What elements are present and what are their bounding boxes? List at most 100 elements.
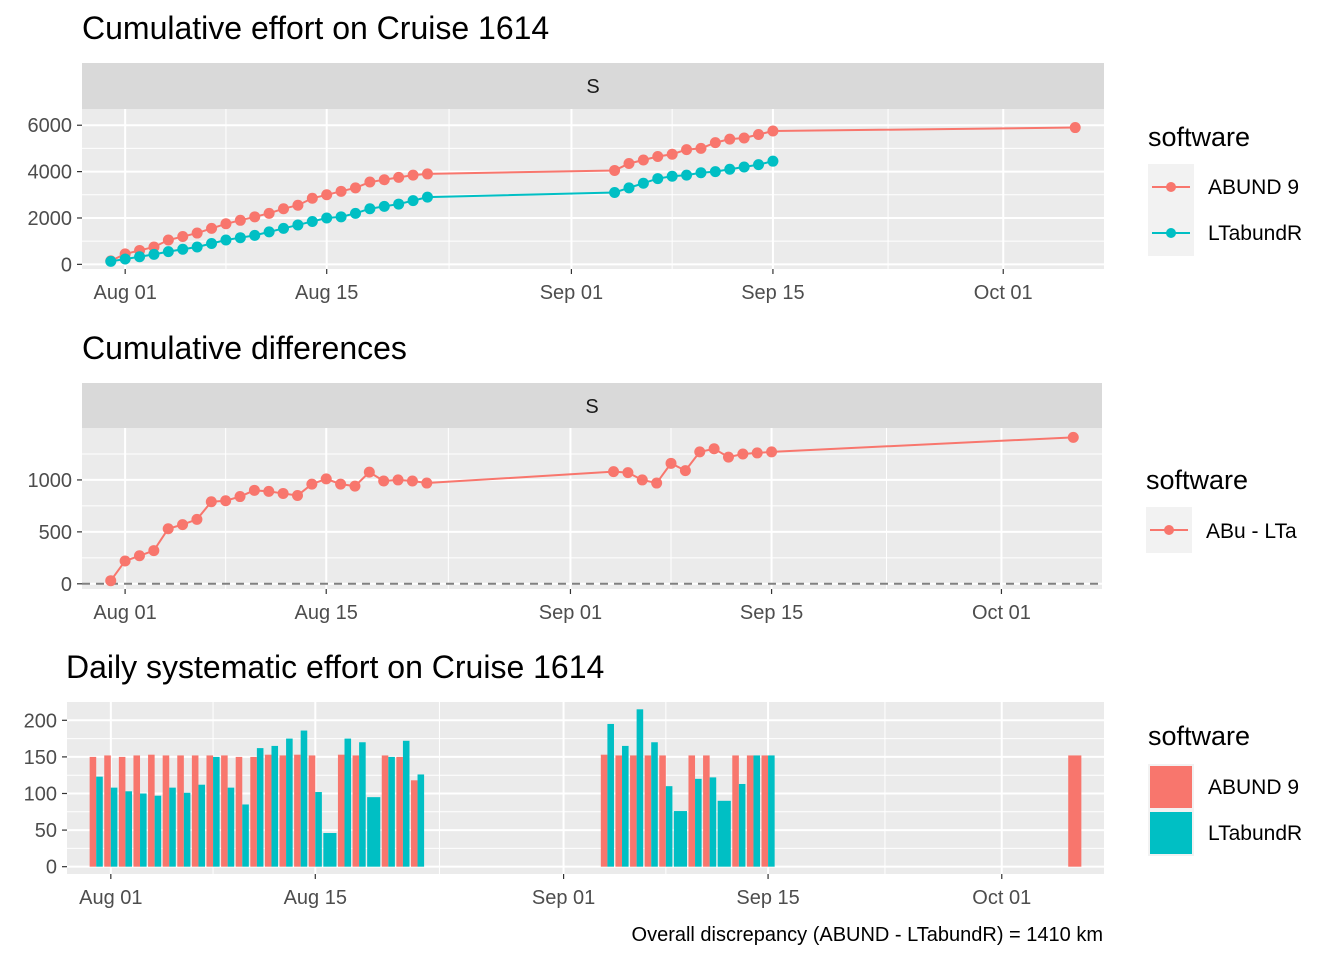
data-point (119, 253, 131, 265)
bar (162, 755, 170, 867)
bar (118, 756, 126, 867)
bar (703, 755, 710, 867)
bar (673, 811, 688, 867)
data-point (393, 171, 405, 183)
data-point (249, 229, 261, 241)
data-point (364, 176, 376, 188)
legend-label-diff: ABu - LTa (1206, 520, 1297, 543)
legend-panel-3: software ABUND 9 LTabundR (1148, 721, 1302, 856)
data-point (162, 246, 174, 258)
data-point (709, 166, 721, 178)
bar (768, 755, 775, 867)
data-point (724, 163, 736, 175)
data-point (177, 231, 189, 243)
data-point (321, 189, 333, 201)
legend-title: software (1148, 721, 1250, 751)
x-tick-label: Sep 01 (532, 887, 595, 909)
y-tick-label: 0 (46, 857, 57, 879)
data-point (738, 161, 750, 173)
bar (344, 738, 352, 867)
y-axis: 0 2000 4000 6000 (28, 115, 82, 276)
bar (264, 754, 272, 867)
x-axis: Aug 01 Aug 15 Sep 01 Sep 15 Oct 01 (93, 589, 1031, 624)
data-point (105, 575, 117, 587)
bar (630, 755, 637, 867)
bar (323, 833, 337, 867)
bar (206, 755, 214, 867)
bar (717, 800, 731, 867)
data-point (609, 186, 621, 198)
data-point (753, 129, 765, 141)
data-point (724, 133, 736, 145)
data-point (666, 148, 678, 160)
data-point (622, 467, 634, 479)
bar (235, 756, 243, 867)
y-axis: 0 50 100 150 200 (24, 710, 67, 879)
bar (279, 755, 287, 867)
legend-key-fill-abund (1150, 766, 1192, 808)
data-point (191, 241, 203, 253)
bar (738, 783, 746, 867)
legend-title: software (1148, 122, 1250, 152)
x-tick-label: Aug 01 (93, 282, 156, 304)
y-tick-label: 2000 (28, 208, 73, 230)
data-point (738, 132, 750, 144)
bar (104, 755, 111, 867)
data-point (177, 519, 189, 531)
plot-panel (82, 428, 1102, 589)
data-point (105, 255, 117, 267)
data-point (191, 227, 203, 239)
x-tick-label: Oct 01 (972, 602, 1031, 624)
data-point (378, 174, 390, 186)
bar (308, 755, 316, 867)
data-point (263, 485, 275, 497)
bar (198, 784, 206, 867)
bar (256, 748, 264, 867)
data-point (220, 495, 232, 507)
data-point (737, 448, 749, 460)
bar (315, 792, 322, 867)
data-point (623, 182, 635, 194)
bar (659, 755, 666, 867)
x-tick-label: Sep 15 (740, 602, 803, 624)
data-point (306, 478, 318, 490)
data-point (148, 248, 160, 260)
data-point (134, 251, 146, 263)
data-point (722, 451, 734, 463)
data-point (421, 477, 433, 489)
legend-label-ltabund: LTabundR (1208, 822, 1302, 845)
y-tick-label: 50 (35, 820, 57, 842)
bar (709, 777, 717, 867)
bar (221, 755, 228, 867)
data-point (393, 198, 405, 210)
data-point (191, 513, 203, 525)
bar (125, 791, 132, 867)
bar (636, 709, 644, 867)
bar (417, 774, 425, 867)
y-tick-label: 200 (24, 710, 57, 732)
legend-key-point-abund (1166, 182, 1176, 192)
bar (89, 756, 97, 867)
facet-strip (82, 63, 1104, 109)
x-tick-label: Aug 15 (295, 602, 358, 624)
data-point (335, 211, 347, 223)
bar (227, 787, 235, 867)
data-point (652, 151, 664, 163)
y-tick-label: 0 (61, 254, 72, 276)
legend-label-abund: ABUND 9 (1208, 776, 1299, 799)
data-point (349, 207, 361, 219)
bar (213, 756, 220, 867)
bar (388, 756, 395, 867)
panel-cumulative-effort: Cumulative effort on Cruise 1614 S 0 2000… (28, 10, 1104, 304)
data-point (695, 142, 707, 154)
data-point (421, 191, 433, 203)
y-axis: 0 500 1000 (28, 470, 82, 596)
chart-title: Cumulative effort on Cruise 1614 (82, 10, 549, 46)
x-tick-label: Aug 15 (284, 887, 347, 909)
bar (110, 787, 118, 867)
legend-label-abund: ABUND 9 (1208, 176, 1299, 199)
data-point (609, 164, 621, 176)
panel-daily-effort: Daily systematic effort on Cruise 1614 0… (24, 649, 1104, 946)
bar (154, 795, 162, 867)
data-point (378, 200, 390, 212)
